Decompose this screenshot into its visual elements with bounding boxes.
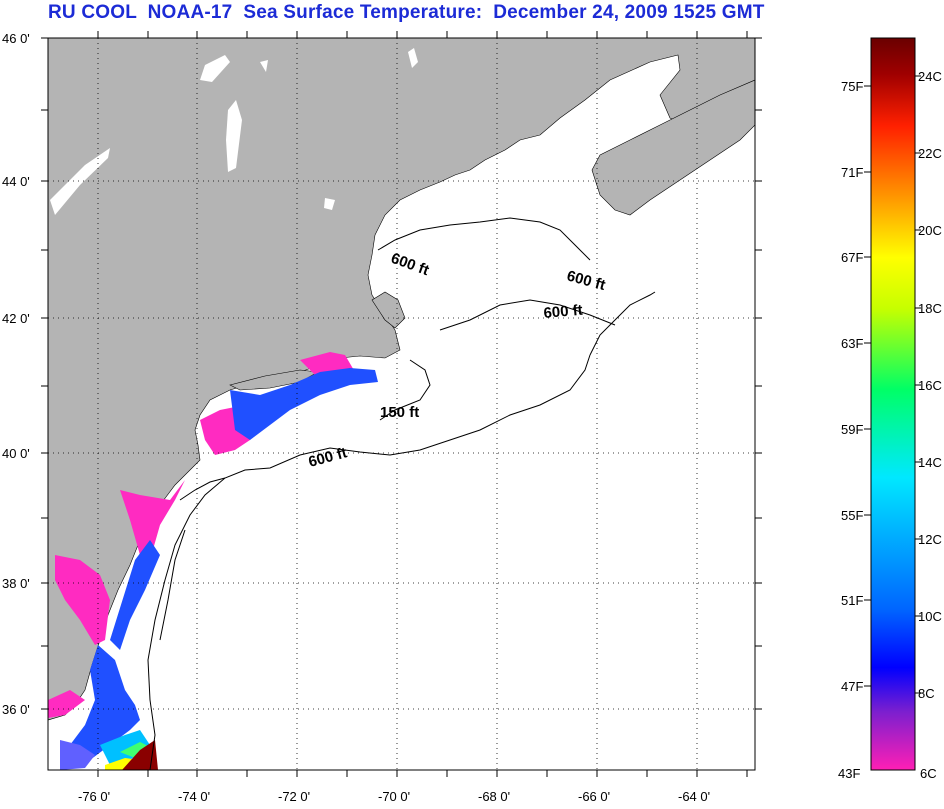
contour-label-4: 150 ft [380, 404, 419, 421]
lat-label-46: 46 0' [2, 31, 30, 46]
lat-label-42: 42 0' [2, 311, 30, 326]
colorbar-f-63: 63F [841, 336, 863, 351]
lat-label-38: 38 0' [2, 576, 30, 591]
colorbar-f-47: 47F [841, 679, 863, 694]
colorbar-c-14: 14C [918, 455, 942, 470]
colorbar-f-55: 55F [841, 508, 863, 523]
colorbar-c-16: 16C [918, 378, 942, 393]
longitude-labels: -76 0' -74 0' -72 0' -70 0' -68 0' -66 0… [78, 789, 710, 804]
lat-label-44: 44 0' [2, 174, 30, 189]
map-title: RU COOL NOAA-17 Sea Surface Temperature:… [48, 2, 765, 23]
map-gridlines [48, 38, 755, 770]
lon-label-64: -64 0' [678, 789, 710, 804]
colorbar-f-67: 67F [841, 250, 863, 265]
colorbar-c-18: 18C [918, 301, 942, 316]
colorbar-c-20: 20C [918, 223, 942, 238]
lat-label-36: 36 0' [2, 702, 30, 717]
colorbar-f-59: 59F [841, 422, 863, 437]
colorbar: 75F 71F 67F 63F 59F 55F 51F 47F 43F 24C … [838, 37, 942, 781]
colorbar-gradient [870, 37, 916, 771]
colorbar-c-12: 12C [918, 532, 942, 547]
colorbar-f-71: 71F [841, 165, 863, 180]
map-frame [47, 37, 756, 771]
colorbar-c-22: 22C [918, 146, 942, 161]
colorbar-c-6: 6C [920, 766, 937, 781]
lon-label-72: -72 0' [278, 789, 310, 804]
lon-label-74: -74 0' [178, 789, 210, 804]
lon-label-76: -76 0' [78, 789, 110, 804]
contour-label-3: 600 ft [543, 302, 584, 322]
land-us-mainland [48, 38, 755, 721]
lat-label-40: 40 0' [2, 446, 30, 461]
colorbar-f-43: 43F [838, 766, 860, 781]
colorbar-c-8: 8C [918, 686, 935, 701]
bathymetry-contours [147, 217, 656, 770]
sst-coastal-data [48, 352, 378, 770]
lon-label-70: -70 0' [378, 789, 410, 804]
map-ticks [41, 31, 762, 777]
colorbar-c-10: 10C [918, 609, 942, 624]
inland-lakes [50, 48, 418, 215]
colorbar-f-75: 75F [841, 79, 863, 94]
colorbar-c-24: 24C [918, 69, 942, 84]
colorbar-f-51: 51F [841, 593, 863, 608]
lon-label-68: -68 0' [478, 789, 510, 804]
latitude-labels: 46 0' 44 0' 42 0' 40 0' 38 0' 36 0' [2, 31, 30, 717]
lon-label-66: -66 0' [578, 789, 610, 804]
land-nova-scotia [591, 79, 755, 216]
